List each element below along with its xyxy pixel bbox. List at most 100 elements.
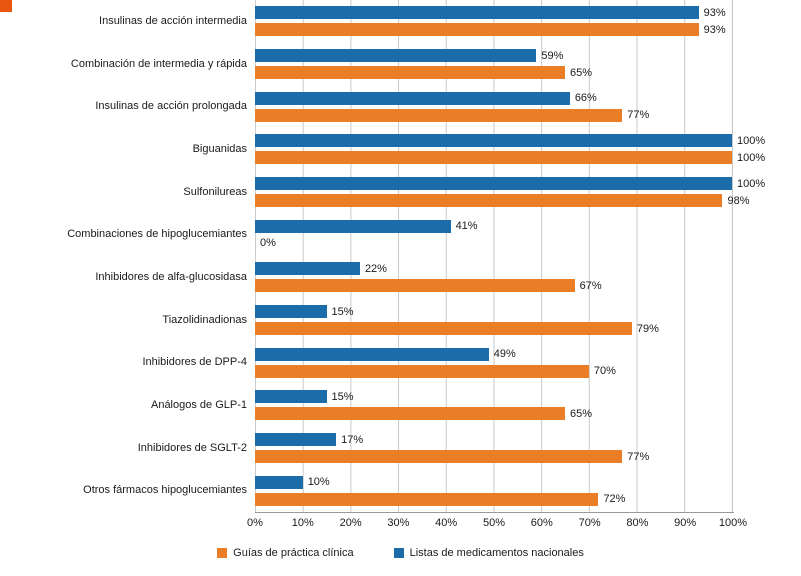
row-plot-area: 22% 67% (255, 256, 733, 299)
bar-line: 100% (255, 177, 765, 191)
bar-line: 66% (255, 91, 732, 105)
bar-value-label: 0% (260, 237, 276, 250)
bar-value-label: 100% (737, 177, 766, 190)
bar-value-label: 77% (627, 109, 650, 122)
bar-line: 100% (255, 151, 765, 165)
legend-item: Listas de medicamentos nacionales (393, 547, 584, 559)
row-plot-area: 10% 72% (255, 469, 733, 513)
bar-clinical-guidelines (255, 66, 566, 79)
chart-row: Combinación de intermedia y rápida 59% 65% (0, 42, 745, 86)
chart-row: Inhibidores de alfa-glucosidasa 22% 67% (0, 256, 745, 299)
bar-clinical-guidelines (255, 151, 732, 165)
x-tick-label: 80% (626, 517, 649, 529)
legend-item: Guías de práctica clínica (217, 547, 354, 559)
bar-line: 77% (255, 450, 732, 464)
chart-legend: Guías de práctica clínica Listas de medic… (0, 547, 801, 559)
bar-line: 41% (255, 219, 732, 233)
bar-value-label: 79% (636, 322, 659, 335)
category-label: Análogos de GLP-1 (150, 399, 247, 412)
legend-label: Listas de medicamentos nacionales (409, 547, 584, 559)
bar-national-lists (255, 390, 327, 404)
x-tick-label: 50% (482, 517, 506, 529)
bar-value-label: 72% (603, 493, 626, 506)
row-plot-area: 15% 65% (255, 384, 733, 427)
x-axis-tick-labels: 0% 10% 20% 30% 40% 50% 60% 70% 80% 90% 100% (247, 517, 747, 533)
bar-clinical-guidelines (255, 364, 589, 378)
bar-value-label: 15% (331, 390, 354, 403)
x-tick-label: 0% (247, 517, 263, 529)
bar-national-lists (255, 49, 537, 62)
bar-national-lists (255, 134, 732, 148)
bar-line: 98% (255, 194, 749, 208)
category-label: Insulinas de acción prolongada (95, 100, 247, 113)
bar-value-label: 100% (737, 134, 766, 147)
x-tick-label: 60% (530, 517, 553, 529)
bar-value-label: 66% (574, 92, 597, 105)
chart-row: Insulinas de acción prolongada 66% 77% (0, 85, 745, 129)
bar-line: 22% (255, 262, 732, 276)
chart-row: Otros fármacos hipoglucemiantes 10% 72% (0, 469, 745, 513)
bar-national-lists (255, 262, 360, 276)
legend-swatch-icon (393, 548, 404, 558)
legend-label: Guías de práctica clínica (233, 547, 354, 559)
bar-line: 49% (255, 347, 732, 361)
bar-line: 77% (255, 108, 732, 122)
chart-row: Insulinas de acción intermedia 93% 93% (0, 0, 745, 43)
bar-national-lists (255, 475, 303, 489)
x-tick-label: 10% (291, 517, 314, 529)
bar-line: 15% (255, 305, 732, 319)
category-label: Otros fármacos hipoglucemiantes (83, 484, 247, 497)
category-label: Sulfonilureas (183, 185, 247, 198)
bar-value-label: 59% (541, 49, 564, 62)
category-label: Tiazolidinadionas (162, 313, 247, 326)
chart-row: Inhibidores de DPP-4 49% 70% (0, 341, 745, 385)
x-tick-label: 40% (435, 517, 458, 529)
category-label: Inhibidores de DPP-4 (142, 356, 247, 369)
bar-line: 59% (255, 49, 732, 62)
bar-line: 67% (255, 279, 732, 293)
bar-value-label: 22% (364, 262, 387, 275)
bar-value-label: 49% (493, 348, 516, 361)
bar-value-label: 93% (703, 6, 726, 19)
chart-row: Tiazolidinadionas 15% 79% (0, 298, 745, 342)
x-axis-line (255, 512, 734, 513)
bar-clinical-guidelines (255, 194, 723, 208)
row-plot-area: 100% 100% (255, 128, 765, 171)
row-plot-area: 93% 93% (255, 0, 733, 43)
x-tick-label: 30% (387, 517, 410, 529)
legend-swatch-icon (217, 548, 228, 558)
bar-value-label: 93% (703, 23, 726, 36)
bar-clinical-guidelines (255, 23, 699, 37)
bar-line: 10% (255, 475, 732, 489)
x-tick-label: 20% (339, 517, 362, 529)
row-plot-area: 15% 79% (255, 298, 733, 342)
chart-row: Análogos de GLP-1 15% 65% (0, 384, 745, 427)
bar-value-label: 67% (579, 279, 602, 292)
chart-row: Sulfonilureas 100% 98% (0, 170, 765, 214)
bar-national-lists (255, 91, 570, 105)
category-label: Combinaciones de hipoglucemiantes (67, 228, 247, 241)
bar-value-label: 41% (455, 220, 478, 233)
bar-value-label: 98% (727, 194, 750, 207)
bar-value-label: 65% (570, 407, 593, 420)
row-plot-area: 17% 77% (255, 426, 733, 470)
bar-line: 17% (255, 433, 732, 447)
bar-national-lists (255, 305, 327, 319)
row-plot-area: 41% 0% (255, 213, 733, 257)
bar-clinical-guidelines (255, 108, 623, 122)
bar-value-label: 65% (570, 66, 593, 79)
category-label: Insulinas de acción intermedia (99, 15, 247, 28)
bar-line: 15% (255, 390, 732, 404)
category-label: Inhibidores de alfa-glucosidasa (95, 271, 247, 284)
bar-national-lists (255, 347, 489, 361)
bar-clinical-guidelines (255, 322, 632, 336)
bar-national-lists (255, 177, 732, 191)
bar-line: 93% (255, 23, 732, 37)
bar-value-label: 15% (331, 305, 354, 318)
bar-value-label: 70% (593, 365, 616, 378)
category-label: Biguanidas (192, 143, 247, 156)
bar-clinical-guidelines (255, 407, 566, 421)
bar-value-label: 10% (307, 476, 330, 489)
bar-value-label: 77% (627, 450, 650, 463)
